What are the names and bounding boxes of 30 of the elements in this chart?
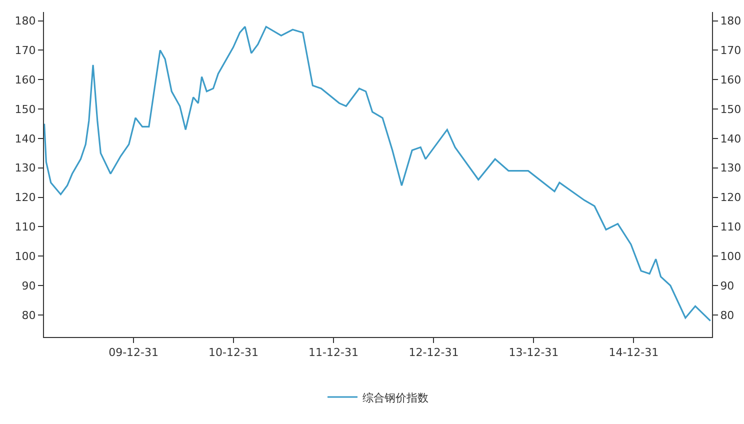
y2-tick-label: 120 [720,191,742,204]
y2-tick-label: 150 [720,102,742,116]
y-tick-label: 120 [14,191,36,204]
y2-tick-label: 180 [720,14,742,28]
y-tick-label: 80 [22,308,36,322]
legend-label: 综合钢价指数 [362,391,428,404]
y-tick-label: 160 [14,74,36,86]
y-tick-label: 110 [14,220,36,234]
y2-tick-label: 100 [720,250,742,263]
y2-tick-label: 160 [720,74,742,86]
y2-tick-label: 80 [720,308,734,322]
x-tick-label: 10-12-31 [208,346,258,360]
y-tick-label: 100 [14,250,36,263]
y-tick-label: 140 [14,132,36,146]
x-tick-label: 11-12-31 [308,346,358,360]
x-tick-label: 09-12-31 [108,346,159,360]
y2-tick-label: 110 [720,220,742,234]
y-tick-label: 130 [14,162,36,175]
line-series [44,26,712,322]
y2-tick-label: 170 [720,44,742,58]
y2-tick-label: 90 [720,279,734,292]
y-tick-label: 90 [22,279,36,292]
y2-tick-label: 140 [720,132,742,146]
y2-tick-label: 130 [720,162,742,175]
x-tick-label: 13-12-31 [508,346,559,360]
x-tick-label: 12-12-31 [408,346,459,360]
y-tick-label: 150 [14,102,36,116]
x-tick-label: 14-12-31 [608,346,659,360]
y-tick-label: 170 [14,44,36,58]
y-tick-label: 180 [14,14,36,28]
